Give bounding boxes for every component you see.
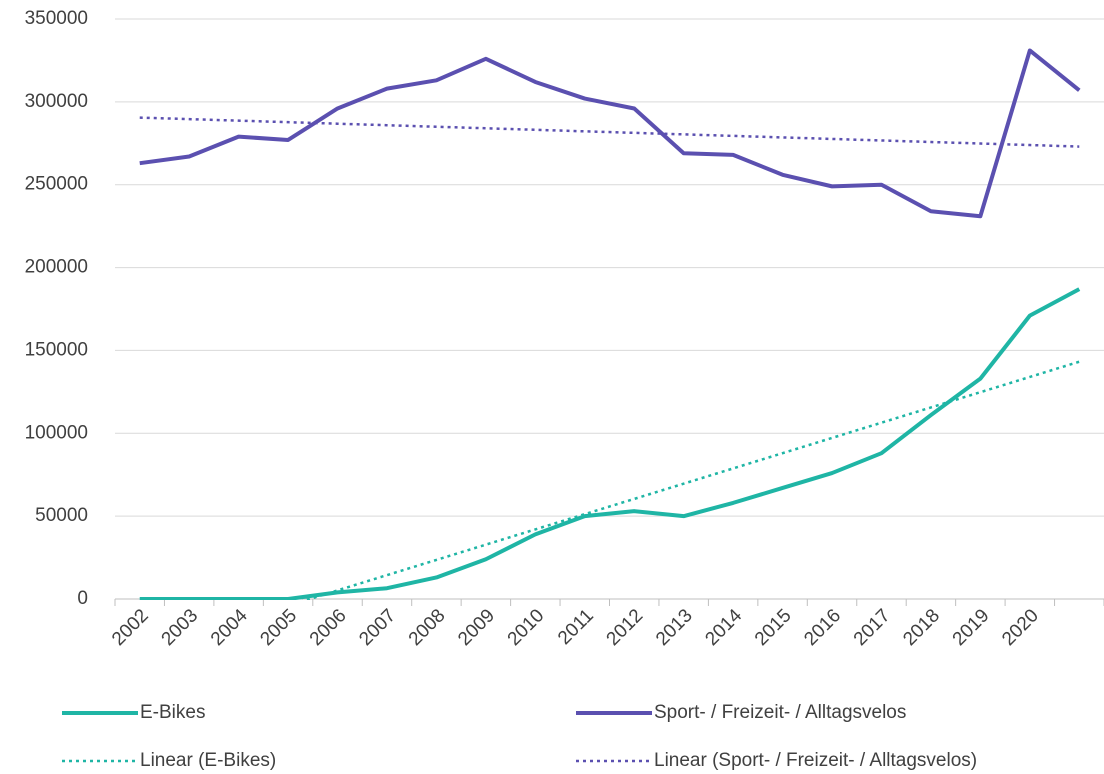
line-series [139, 116, 1080, 148]
x-tick-label: 2019 [949, 605, 994, 650]
y-tick-label: 300000 [25, 91, 88, 112]
line-series [139, 287, 1081, 600]
x-tick-label: 2020 [998, 605, 1043, 650]
x-tick-label: 2005 [256, 605, 301, 650]
y-tick-label: 350000 [25, 8, 88, 29]
legend-label: Linear (Sport- / Freizeit- / Alltagsvelo… [654, 750, 977, 771]
y-tick-label: 100000 [25, 422, 88, 443]
plot-area [139, 48, 1081, 600]
x-tick-label: 2007 [355, 605, 400, 650]
legend-label: E-Bikes [140, 702, 205, 723]
line-series [139, 48, 1081, 219]
x-tick-label: 2009 [454, 605, 499, 650]
y-tick-label: 150000 [25, 339, 88, 360]
x-tick-label: 2016 [800, 605, 845, 650]
x-tick-label: 2012 [603, 605, 648, 650]
x-tick-label: 2018 [899, 605, 944, 650]
x-tick-label: 2013 [652, 605, 697, 650]
line-series [302, 360, 1080, 600]
y-tick-label: 250000 [25, 174, 88, 195]
x-tick-label: 2010 [504, 605, 549, 650]
x-tick-label: 2004 [207, 605, 252, 650]
y-tick-label: 50000 [35, 505, 88, 526]
legend-label: Sport- / Freizeit- / Alltagsvelos [654, 702, 906, 723]
x-tick-label: 2006 [306, 605, 351, 650]
x-tick-label: 2011 [554, 605, 598, 649]
x-tick-label: 2017 [850, 605, 895, 650]
y-tick-label: 0 [77, 588, 88, 609]
x-tick-label: 2014 [701, 605, 746, 650]
legend-label: Linear (E-Bikes) [140, 750, 276, 771]
x-tick-label: 2008 [405, 605, 450, 650]
x-tick-label: 2003 [158, 605, 203, 650]
y-tick-label: 200000 [25, 257, 88, 278]
x-tick-label: 2002 [108, 605, 153, 650]
x-tick-label: 2015 [751, 605, 796, 650]
